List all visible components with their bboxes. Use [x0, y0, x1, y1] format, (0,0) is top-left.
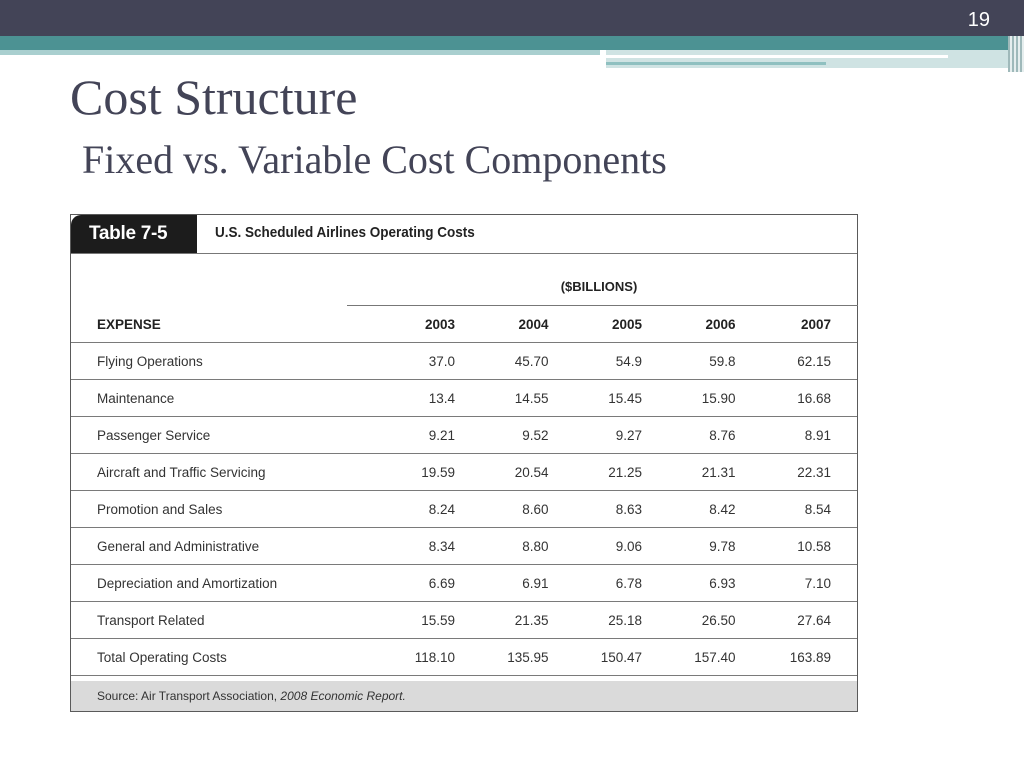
slide-title: Cost Structure — [70, 69, 358, 125]
expense-name-cell: Maintenance — [71, 379, 347, 417]
expense-name-cell: General and Administrative — [71, 527, 347, 565]
value-cell: 59.8 — [664, 342, 758, 380]
value-cell: 157.40 — [664, 638, 758, 676]
table-row: Passenger Service 9.21 9.52 9.27 8.76 8.91 — [71, 416, 857, 454]
table-figure: Table 7-5 U.S. Scheduled Airlines Operat… — [70, 214, 858, 712]
value-cell: 135.95 — [477, 638, 571, 676]
table-header: Table 7-5 U.S. Scheduled Airlines Operat… — [71, 215, 857, 254]
table-body: Flying Operations 37.0 45.70 54.9 59.8 62.15 M… — [71, 342, 857, 676]
value-cell: 163.89 — [757, 638, 857, 676]
table-row: Total Operating Costs 118.10 135.95 150.47 1… — [71, 638, 857, 676]
column-header-2005: 2005 — [570, 306, 665, 343]
expense-name-cell: Depreciation and Amortization — [71, 564, 347, 602]
units-divider — [347, 305, 858, 306]
value-cell: 15.90 — [664, 379, 758, 417]
value-cell: 16.68 — [757, 379, 857, 417]
expense-name-cell: Passenger Service — [71, 416, 347, 454]
value-cell: 6.91 — [477, 564, 571, 602]
value-cell: 6.69 — [385, 564, 478, 602]
slide-number: 19 — [967, 9, 990, 31]
source-prefix: Source: Air Transport Association, — [97, 689, 281, 703]
value-cell: 20.54 — [477, 453, 571, 491]
expense-name-cell: Total Operating Costs — [71, 638, 347, 676]
value-cell: 9.27 — [570, 416, 665, 454]
table-row: Promotion and Sales 8.24 8.60 8.63 8.42 8.54 — [71, 490, 857, 528]
value-cell: 10.58 — [757, 527, 857, 565]
table-row: Transport Related 15.59 21.35 25.18 26.50 27.… — [71, 601, 857, 639]
value-cell: 8.60 — [477, 490, 571, 528]
value-cell: 118.10 — [385, 638, 478, 676]
expense-name-cell: Promotion and Sales — [71, 490, 347, 528]
value-cell: 37.0 — [385, 342, 478, 380]
value-cell: 21.25 — [570, 453, 665, 491]
value-cell: 9.06 — [570, 527, 665, 565]
table-row: Depreciation and Amortization 6.69 6.91 6.7… — [71, 564, 857, 602]
value-cell: 6.93 — [664, 564, 758, 602]
value-cell: 150.47 — [570, 638, 665, 676]
source-title: 2008 Economic Report. — [280, 689, 406, 703]
value-cell: 8.24 — [385, 490, 478, 528]
value-cell: 9.52 — [477, 416, 571, 454]
column-header-expense: EXPENSE — [71, 306, 347, 343]
column-header-2004: 2004 — [477, 306, 571, 343]
value-cell: 54.9 — [570, 342, 665, 380]
value-cell: 19.59 — [385, 453, 478, 491]
slide-top-bar — [0, 0, 1024, 36]
column-header-2007: 2007 — [757, 306, 857, 343]
slide-accent-line — [606, 55, 948, 58]
value-cell: 8.91 — [757, 416, 857, 454]
value-cell: 8.42 — [664, 490, 758, 528]
table-caption: U.S. Scheduled Airlines Operating Costs — [215, 224, 475, 241]
slide-accent-band — [0, 36, 1024, 50]
slide-right-rail — [1008, 36, 1024, 72]
value-cell: 13.4 — [385, 379, 478, 417]
column-header-2003: 2003 — [385, 306, 478, 343]
value-cell: 9.21 — [385, 416, 478, 454]
slide-accent-line-lower — [606, 62, 826, 65]
slide-accent-stripe — [0, 50, 600, 55]
units-label: ($BILLIONS) — [560, 279, 638, 294]
expense-name-cell: Transport Related — [71, 601, 347, 639]
value-cell: 9.78 — [664, 527, 758, 565]
value-cell: 21.35 — [477, 601, 571, 639]
table-row: Maintenance 13.4 14.55 15.45 15.90 16.68 — [71, 379, 857, 417]
value-cell: 7.10 — [757, 564, 857, 602]
table-row: General and Administrative 8.34 8.80 9.06 9.… — [71, 527, 857, 565]
value-cell: 27.64 — [757, 601, 857, 639]
value-cell: 15.59 — [385, 601, 478, 639]
value-cell: 25.18 — [570, 601, 665, 639]
table-label: Table 7-5 — [71, 215, 197, 253]
value-cell: 21.31 — [664, 453, 758, 491]
expense-name-cell: Flying Operations — [71, 342, 347, 380]
value-cell: 45.70 — [477, 342, 571, 380]
source-note: Source: Air Transport Association, 2008 … — [71, 681, 857, 711]
value-cell: 8.34 — [385, 527, 478, 565]
value-cell: 8.63 — [570, 490, 665, 528]
value-cell: 26.50 — [664, 601, 758, 639]
cost-table: EXPENSE 2003 2004 2005 2006 2007 Flying … — [71, 306, 857, 676]
table-row: Aircraft and Traffic Servicing 19.59 20.54… — [71, 453, 857, 491]
value-cell: 22.31 — [757, 453, 857, 491]
value-cell: 6.78 — [570, 564, 665, 602]
slide-accent-block — [606, 50, 1008, 68]
value-cell: 14.55 — [477, 379, 571, 417]
value-cell: 15.45 — [570, 379, 665, 417]
value-cell: 62.15 — [757, 342, 857, 380]
slide-subtitle: Fixed vs. Variable Cost Components — [82, 137, 667, 182]
expense-name-cell: Aircraft and Traffic Servicing — [71, 453, 347, 491]
value-cell: 8.54 — [757, 490, 857, 528]
table-header-row: EXPENSE 2003 2004 2005 2006 2007 — [71, 306, 857, 343]
table-row: Flying Operations 37.0 45.70 54.9 59.8 62.15 — [71, 342, 857, 380]
value-cell: 8.76 — [664, 416, 758, 454]
value-cell: 8.80 — [477, 527, 571, 565]
column-header-2006: 2006 — [664, 306, 758, 343]
